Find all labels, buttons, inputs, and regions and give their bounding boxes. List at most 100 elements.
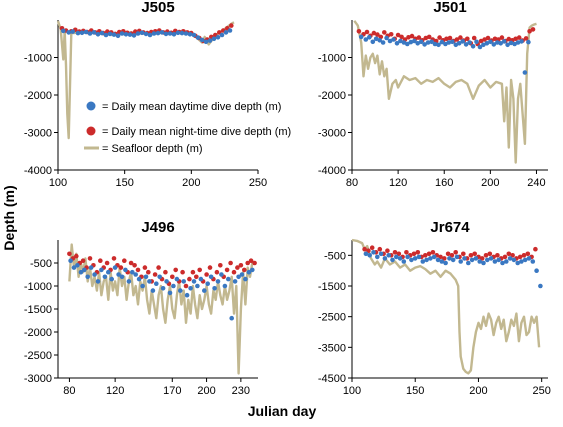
y-tick-label: -3500 bbox=[318, 342, 346, 354]
day-depth-point bbox=[386, 253, 392, 258]
night-depth-point bbox=[242, 267, 247, 273]
day-depth-point bbox=[119, 274, 125, 280]
night-depth-point bbox=[245, 260, 250, 266]
day-depth-point bbox=[500, 260, 505, 266]
day-depth-point bbox=[143, 274, 149, 280]
day-depth-point bbox=[174, 276, 180, 282]
day-depth-point bbox=[154, 281, 159, 287]
day-depth-point bbox=[530, 259, 536, 264]
night-depth-point bbox=[485, 35, 491, 41]
day-depth-point bbox=[481, 42, 486, 48]
day-depth-point bbox=[163, 31, 169, 37]
day-depth-point bbox=[501, 39, 507, 44]
day-depth-point bbox=[219, 32, 225, 38]
day-depth-point bbox=[239, 272, 245, 277]
night-depth-point bbox=[517, 254, 523, 260]
day-depth-point bbox=[454, 254, 460, 260]
day-depth-point bbox=[212, 286, 217, 291]
y-tick-label: -4000 bbox=[318, 165, 346, 177]
night-depth-point bbox=[183, 283, 189, 289]
day-depth-point bbox=[181, 279, 186, 284]
day-depth-point bbox=[87, 31, 93, 36]
x-tick-label: 120 bbox=[389, 177, 407, 189]
night-depth-point bbox=[207, 265, 213, 270]
night-depth-point bbox=[483, 253, 489, 258]
day-depth-point bbox=[151, 31, 157, 36]
day-depth-point bbox=[505, 42, 510, 48]
day-depth-point bbox=[79, 30, 85, 36]
day-depth-point bbox=[456, 41, 462, 46]
x-tick-label: 250 bbox=[532, 385, 550, 397]
night-depth-point bbox=[152, 272, 158, 277]
day-depth-point bbox=[394, 41, 400, 46]
night-depth-point bbox=[238, 263, 244, 268]
day-depth-point bbox=[488, 39, 493, 45]
day-depth-point bbox=[191, 279, 197, 284]
night-depth-point bbox=[366, 248, 371, 253]
night-depth-point bbox=[449, 253, 455, 258]
seafloor-line bbox=[351, 238, 541, 375]
x-tick-label: 150 bbox=[115, 177, 133, 189]
day-depth-point bbox=[226, 276, 231, 282]
night-depth-point bbox=[533, 246, 538, 252]
night-depth-point bbox=[388, 32, 394, 37]
day-depth-point bbox=[83, 29, 89, 35]
night-depth-point bbox=[521, 253, 527, 258]
day-depth-point bbox=[123, 267, 128, 273]
day-depth-point bbox=[112, 265, 118, 270]
panel-title: J501 bbox=[433, 0, 466, 16]
day-depth-point bbox=[439, 39, 445, 45]
day-depth-point bbox=[143, 31, 149, 37]
day-depth-point bbox=[82, 267, 87, 273]
night-depth-point bbox=[426, 34, 432, 40]
night-depth-point bbox=[495, 253, 500, 258]
day-depth-point bbox=[484, 41, 490, 46]
y-tick-label: -500 bbox=[324, 250, 346, 262]
day-depth-point bbox=[207, 38, 213, 43]
day-depth-point bbox=[477, 259, 483, 264]
day-depth-point bbox=[391, 37, 396, 42]
night-depth-point bbox=[530, 27, 536, 32]
day-depth-point bbox=[99, 267, 104, 273]
night-depth-point bbox=[142, 265, 148, 270]
day-depth-point bbox=[68, 258, 73, 264]
day-depth-point bbox=[515, 260, 520, 266]
day-depth-point bbox=[436, 42, 441, 48]
day-depth-point bbox=[91, 30, 97, 35]
legend: = Daily mean daytime dive depth (m) = Dai… bbox=[84, 101, 291, 155]
day-depth-point bbox=[380, 40, 386, 45]
day-depth-point bbox=[498, 41, 504, 46]
day-depth-point bbox=[61, 28, 66, 34]
day-depth-point bbox=[123, 32, 129, 37]
seafloor-line bbox=[68, 243, 255, 375]
day-depth-point bbox=[157, 274, 162, 280]
night-depth-point bbox=[224, 267, 230, 273]
day-depth-point bbox=[184, 292, 190, 298]
legend-entry-label: = Daily mean daytime dive depth (m) bbox=[102, 101, 281, 113]
night-depth-point bbox=[437, 35, 442, 40]
day-depth-point bbox=[223, 30, 229, 35]
day-depth-point bbox=[215, 35, 221, 40]
panel-title: Jr674 bbox=[430, 219, 470, 236]
night-depth-point bbox=[395, 32, 401, 38]
shared-y-axis-label: Depth (m) bbox=[1, 185, 17, 250]
day-depth-point bbox=[164, 279, 169, 284]
y-tick-label: -3000 bbox=[24, 373, 52, 385]
day-depth-point bbox=[147, 32, 153, 38]
day-depth-point bbox=[409, 257, 414, 263]
night-depth-point bbox=[362, 246, 367, 252]
x-tick-label: 200 bbox=[197, 385, 215, 397]
day-depth-point bbox=[107, 31, 113, 37]
day-depth-point bbox=[412, 38, 417, 44]
y-tick-label: -1000 bbox=[318, 53, 346, 65]
day-depth-point bbox=[127, 32, 133, 37]
y-tick-label: -2500 bbox=[318, 312, 346, 324]
night-depth-point bbox=[523, 36, 529, 41]
night-depth-point bbox=[409, 33, 415, 39]
night-depth-point bbox=[228, 260, 233, 266]
night-depth-point bbox=[447, 35, 453, 41]
night-depth-point bbox=[415, 250, 421, 255]
y-tick-label: -2500 bbox=[24, 350, 52, 362]
y-tick-label: -1500 bbox=[318, 281, 346, 293]
